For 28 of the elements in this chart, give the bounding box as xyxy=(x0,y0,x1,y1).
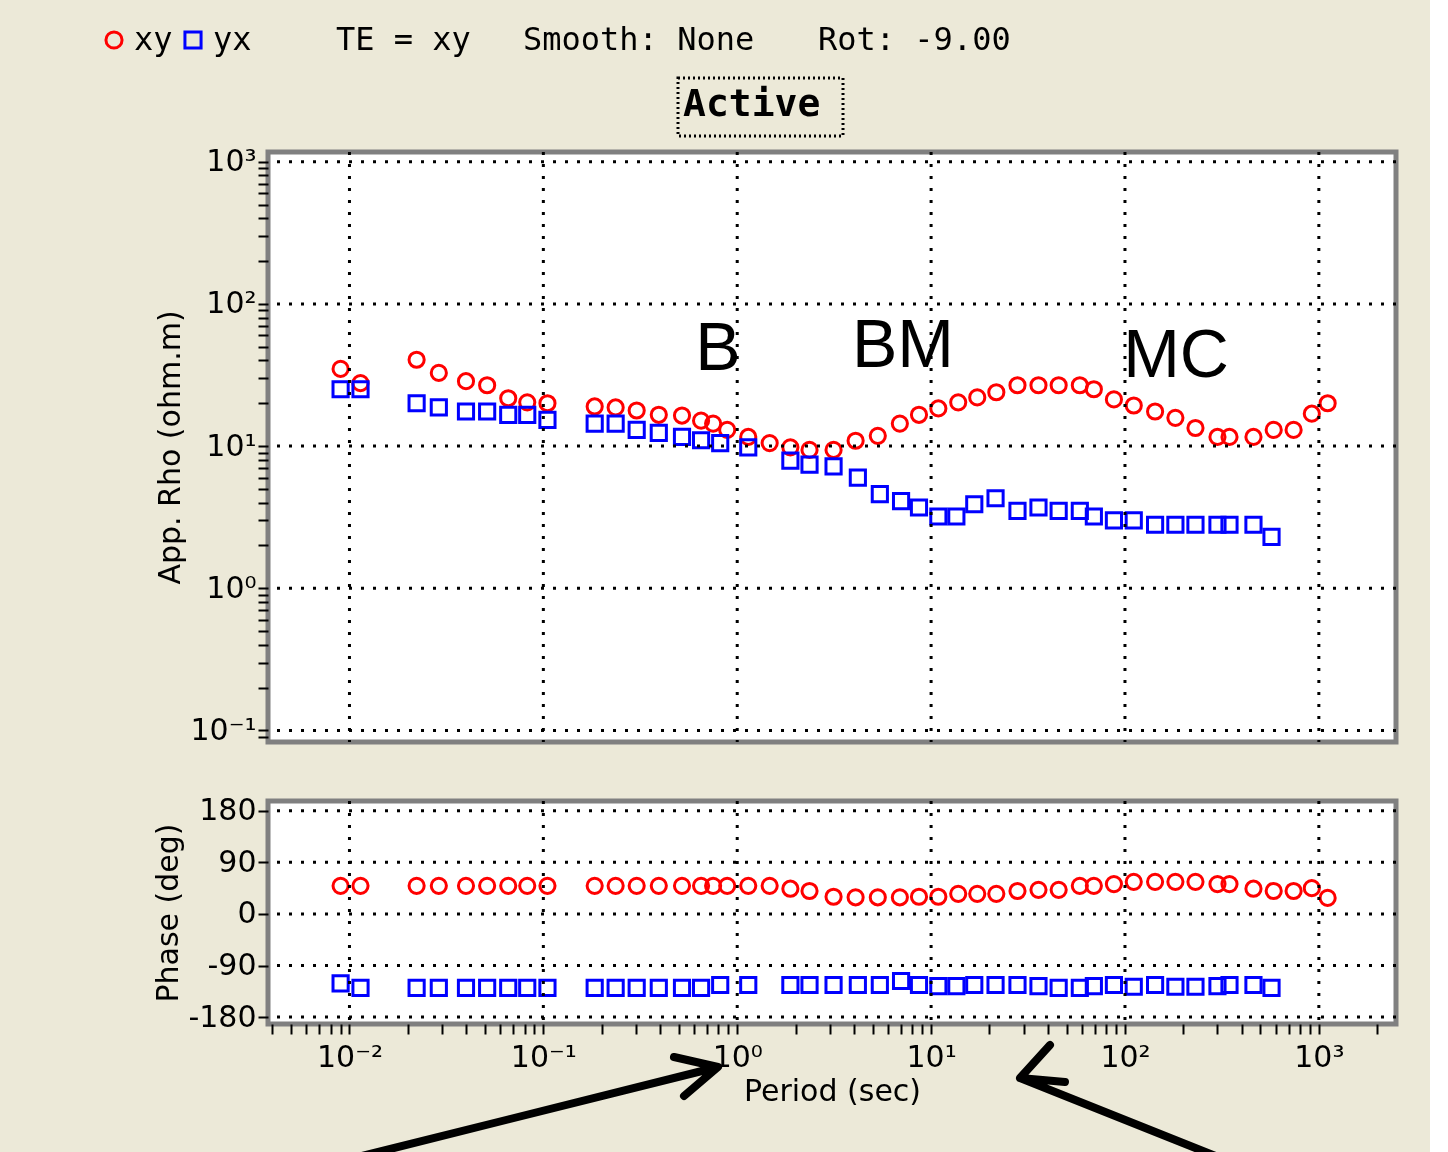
x-tick-label: 10² xyxy=(1100,1038,1151,1074)
x-axis-title: Period (sec) xyxy=(743,1072,922,1108)
x-tick-label: 10⁻² xyxy=(316,1038,383,1074)
x-tick-label: 10¹ xyxy=(906,1038,957,1074)
y-tick-label: 180 xyxy=(199,792,257,828)
x-tick-label: 10³ xyxy=(1294,1038,1345,1074)
y-tick-label: 10⁰ xyxy=(206,569,257,605)
y-tick-label: 90 xyxy=(218,843,257,879)
text: TE = xy xyxy=(336,20,471,58)
annotation: B xyxy=(695,308,741,384)
annotation: MC xyxy=(1123,315,1229,391)
text: Active xyxy=(683,81,821,125)
text: Smooth: None xyxy=(523,20,755,58)
y-axis-title: App. Rho (ohm.m) xyxy=(152,310,188,585)
y-tick-label: 10² xyxy=(206,285,257,321)
y-axis-title: Phase (deg) xyxy=(150,823,186,1003)
y-tick-label: -180 xyxy=(188,998,257,1034)
text: Rot: -9.00 xyxy=(818,20,1011,58)
x-tick-label: 10⁻¹ xyxy=(510,1038,577,1074)
y-tick-label: 10³ xyxy=(206,143,257,179)
legend-label: xy xyxy=(134,20,173,58)
y-tick-label: 0 xyxy=(237,895,257,931)
y-tick-label: 10⁻¹ xyxy=(190,711,257,747)
y-tick-label: 10¹ xyxy=(206,427,257,463)
x-tick-label: 10⁰ xyxy=(712,1038,763,1074)
y-tick-label: -90 xyxy=(207,947,257,983)
annotation: BM xyxy=(852,305,954,381)
legend-label: yx xyxy=(213,20,252,58)
